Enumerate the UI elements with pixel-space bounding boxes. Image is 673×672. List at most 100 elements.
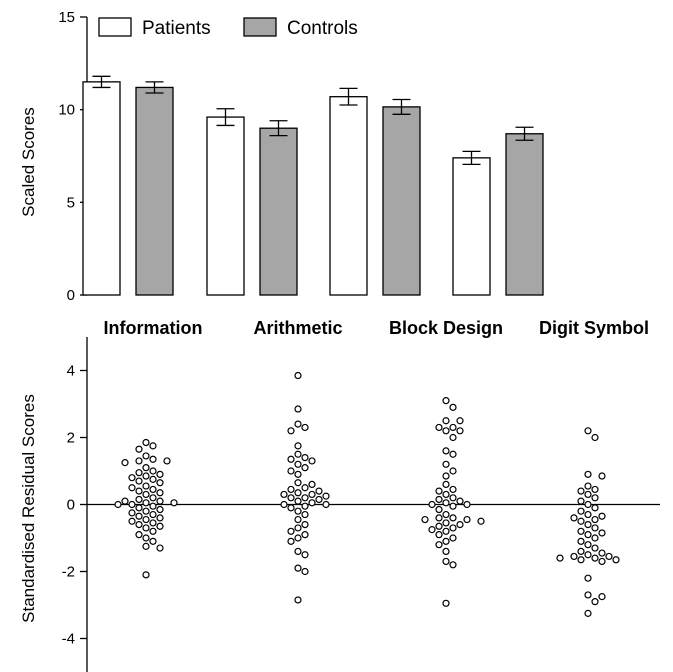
y-tick-label: 4 [67, 363, 75, 380]
data-point-arithmetic [294, 371, 302, 380]
data-point-information [156, 479, 164, 487]
data-point-digit-symbol [577, 547, 585, 556]
data-point-block-design [477, 517, 485, 525]
data-point-digit-symbol [577, 527, 585, 535]
data-point-block-design [442, 499, 450, 507]
data-point-information [149, 467, 157, 475]
bar-patients [206, 116, 245, 296]
data-point-information [149, 527, 157, 535]
bar-controls [135, 86, 174, 296]
data-point-block-design [435, 522, 443, 530]
data-point-block-design [463, 515, 471, 524]
data-point-block-design [442, 527, 450, 535]
bar-patients [329, 96, 368, 296]
data-point-information [135, 512, 143, 520]
data-point-information [142, 464, 150, 472]
data-point-information [170, 499, 178, 507]
data-point-block-design [449, 403, 457, 411]
data-point-information [142, 490, 150, 499]
data-point-digit-symbol [584, 531, 592, 539]
data-point-information [121, 497, 129, 505]
data-point-arithmetic [301, 502, 309, 510]
data-point-digit-symbol [584, 490, 592, 499]
data-point-arithmetic [301, 484, 309, 492]
data-point-block-design [456, 427, 464, 435]
data-point-digit-symbol [605, 552, 613, 561]
data-point-information [142, 452, 150, 460]
data-point-arithmetic [287, 494, 295, 502]
data-point-arithmetic [315, 495, 323, 504]
data-point-arithmetic [294, 479, 302, 487]
x-category-label: Block Design [389, 318, 503, 338]
data-point-information [142, 507, 150, 515]
data-point-block-design [456, 497, 464, 505]
data-point-arithmetic [322, 500, 330, 509]
data-point-digit-symbol [591, 433, 599, 442]
data-point-information [121, 459, 129, 467]
data-point-block-design [435, 423, 443, 432]
x-category-label: Arithmetic [253, 318, 342, 338]
legend-label: Controls [287, 18, 358, 39]
data-point-arithmetic [308, 499, 316, 507]
data-point-block-design [442, 447, 450, 455]
data-point-information [135, 477, 143, 485]
data-point-information [156, 544, 164, 552]
data-point-digit-symbol [584, 482, 592, 490]
data-point-arithmetic [287, 427, 295, 435]
data-point-arithmetic [294, 420, 302, 428]
y-tick-label: 0 [67, 287, 75, 304]
data-point-digit-symbol [577, 507, 585, 515]
data-point-arithmetic [308, 480, 316, 488]
data-point-block-design [435, 514, 443, 522]
data-point-arithmetic [287, 527, 295, 535]
data-point-digit-symbol [577, 487, 585, 495]
bar-controls [505, 133, 544, 296]
data-point-digit-symbol [598, 549, 606, 557]
data-point-arithmetic [294, 524, 302, 532]
bar-chart-panel: 0 5 10 15 Scaled Scores Patients Controls Infor… [19, 9, 649, 338]
data-point-information [128, 474, 136, 482]
data-point-information [135, 457, 143, 465]
data-point-information [142, 482, 150, 490]
data-point-block-design [449, 534, 457, 542]
data-point-information [156, 470, 164, 478]
data-point-information [142, 472, 150, 480]
legend-swatch-patients [98, 17, 132, 37]
data-point-block-design [442, 472, 450, 480]
data-point-arithmetic [294, 497, 302, 505]
data-point-information [149, 510, 157, 519]
data-point-digit-symbol [591, 534, 599, 542]
data-point-arithmetic [294, 547, 302, 556]
y-tick-label: -2 [62, 564, 75, 581]
y-axis-title: Standardised Residual Scores [19, 394, 38, 623]
data-point-information [114, 500, 122, 509]
data-point-digit-symbol [556, 554, 564, 562]
data-point-arithmetic [294, 405, 302, 413]
data-point-block-design [449, 423, 457, 432]
data-point-arithmetic [301, 454, 309, 462]
data-point-information [142, 524, 150, 532]
data-point-digit-symbol [591, 524, 599, 532]
data-point-digit-symbol [577, 537, 585, 545]
data-point-digit-symbol [591, 485, 599, 494]
y-tick-label: 5 [67, 194, 75, 211]
data-point-arithmetic [301, 464, 309, 472]
bar-patients [82, 81, 121, 296]
data-point-digit-symbol [598, 512, 606, 520]
data-point-block-design [463, 500, 471, 509]
data-point-digit-symbol [591, 554, 599, 562]
data-point-digit-symbol [584, 500, 592, 509]
data-point-arithmetic [315, 487, 323, 495]
y-tick-label: 2 [67, 430, 75, 447]
data-point-block-design [449, 494, 457, 502]
data-point-information [163, 457, 171, 465]
data-point-block-design [442, 599, 450, 607]
data-point-digit-symbol [591, 504, 599, 512]
data-point-information [149, 485, 157, 494]
data-point-digit-symbol [584, 541, 592, 549]
data-point-arithmetic [301, 551, 309, 559]
data-point-arithmetic [294, 507, 302, 515]
y-axis-title: Scaled Scores [19, 107, 38, 217]
bar-controls [382, 106, 421, 296]
data-point-information [149, 475, 157, 483]
